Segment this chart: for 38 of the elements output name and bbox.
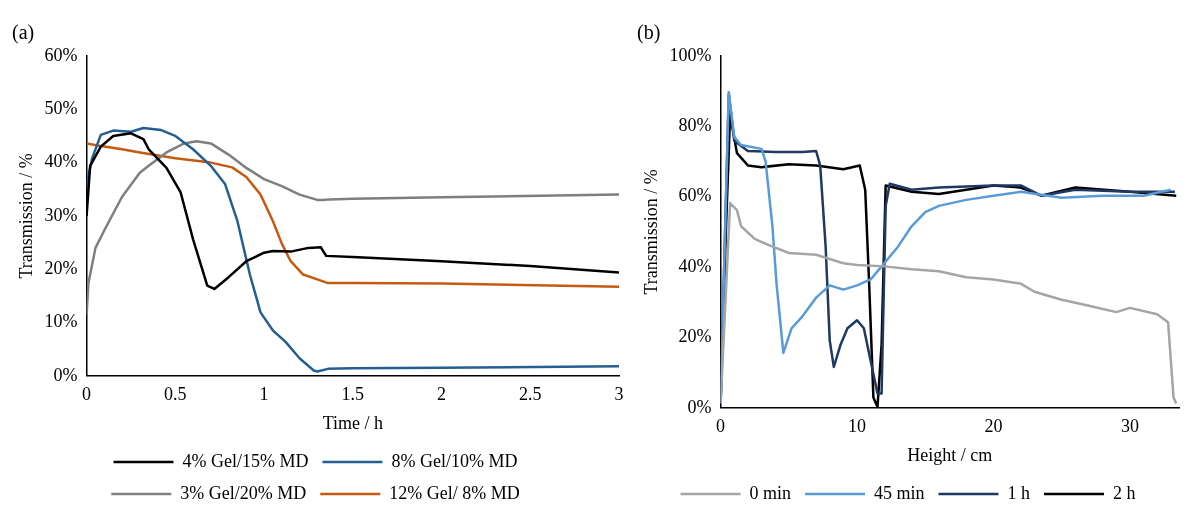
x-tick-label: 0 [82,384,92,405]
x-tick-label: 30 [1120,416,1139,437]
x-tick-label: 1.5 [341,384,365,405]
y-tick-label: 100% [669,44,712,65]
x-tick-label: 20 [984,416,1003,437]
x-axis-title: Time / h [322,412,383,433]
x-tick-label: 0.5 [164,384,187,405]
y-axis-title: Transmission / % [640,169,661,295]
y-tick-label: 20% [44,257,78,278]
legend-label: 8% Gel/10% MD [391,450,518,471]
y-axis-title: Transmission / % [15,153,36,279]
y-tick-label: 10% [44,311,78,332]
y-tick-label: 60% [678,185,712,206]
legend-label: 45 min [874,482,925,503]
y-tick-label: 50% [44,98,78,119]
legend-label: 4% Gel/15% MD [182,450,309,471]
chart-title: (b) [637,21,661,45]
x-tick-label: 2.5 [519,384,542,405]
y-tick-label: 0% [53,364,78,385]
y-tick-label: 0% [687,396,712,417]
legend-label: 3% Gel/20% MD [180,482,307,503]
legend-label: 2 h [1113,482,1136,503]
x-tick-label: 2 [437,384,447,405]
y-tick-label: 40% [678,255,712,276]
y-tick-label: 40% [44,151,78,172]
y-tick-label: 60% [44,44,78,65]
x-tick-label: 0 [716,416,726,437]
x-tick-label: 1 [259,384,269,405]
x-tick-label: 3 [614,384,624,405]
x-tick-label: 10 [848,416,867,437]
chart-title: (a) [12,21,35,45]
legend-label: 12% Gel/ 8% MD [389,482,520,503]
y-tick-label: 80% [678,115,712,136]
x-axis-title: Height / cm [907,444,993,465]
y-tick-label: 20% [678,326,712,347]
legend-label: 0 min [749,482,792,503]
y-tick-label: 30% [44,204,78,225]
legend-label: 1 h [1007,482,1030,503]
